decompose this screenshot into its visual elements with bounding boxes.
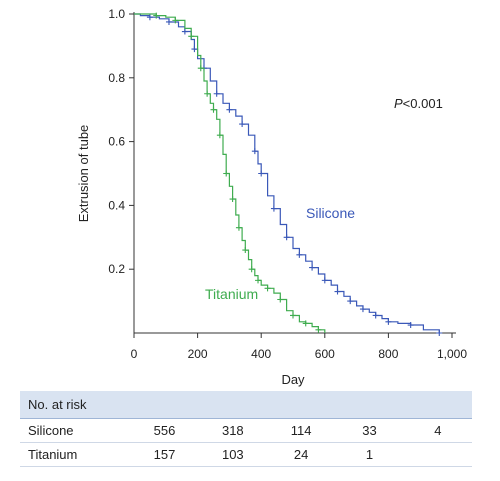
censor-mark-titanium (277, 296, 284, 303)
censor-mark-silicone (165, 18, 172, 25)
risk-table-header: No. at risk (20, 391, 472, 419)
censor-mark-titanium (223, 170, 230, 177)
censor-mark-silicone (270, 205, 277, 212)
censor-mark-silicone (321, 277, 328, 284)
censor-mark-silicone (251, 148, 258, 155)
censor-mark-silicone (181, 28, 188, 35)
y-tick-label: 0.2 (108, 262, 125, 276)
risk-cell: 4 (403, 418, 472, 443)
censor-mark-titanium (204, 90, 211, 97)
risk-cell: 103 (198, 442, 267, 467)
censor-mark-silicone (347, 298, 354, 305)
censor-mark-silicone (191, 46, 198, 53)
censor-mark-silicone (309, 264, 316, 271)
x-tick-label: 600 (315, 347, 335, 361)
y-tick-label: 0.8 (108, 71, 125, 85)
y-axis-title: Extrusion of tube (76, 125, 91, 223)
y-tick-label: 1.0 (108, 7, 125, 21)
censor-mark-silicone (334, 288, 341, 295)
censor-mark-titanium (242, 247, 249, 254)
risk-row-silicone: Silicone 556 318 114 33 4 (20, 418, 472, 443)
risk-cell: 318 (198, 418, 267, 443)
p-value-text: <0.001 (403, 96, 443, 111)
censor-mark-titanium (248, 266, 255, 273)
series-label-silicone: Silicone (306, 205, 355, 221)
censor-mark-titanium (235, 224, 242, 231)
y-tick-label: 0.6 (108, 135, 125, 149)
censor-mark-titanium (172, 17, 179, 24)
censor-mark-titanium (153, 12, 160, 19)
censor-mark-silicone (385, 318, 392, 325)
censor-mark-titanium (210, 106, 217, 113)
censor-mark-titanium (290, 312, 296, 319)
risk-cell: 1 (335, 442, 404, 467)
risk-row-label: Titanium (20, 442, 131, 467)
risk-header-label: No. at risk (20, 391, 472, 419)
x-tick-label: 200 (188, 347, 208, 361)
y-ticks: 0.2 0.4 0.6 0.8 1.0 (108, 7, 134, 276)
censor-mark-titanium (229, 196, 236, 203)
censor-mark-silicone (226, 106, 233, 113)
y-tick-label: 0.4 (108, 198, 125, 212)
censor-mark-titanium (255, 277, 262, 284)
risk-cell: 114 (266, 418, 336, 443)
p-symbol: P (394, 96, 403, 111)
series-line-titanium (134, 13, 326, 333)
series-layer (134, 12, 443, 336)
risk-cell: 24 (266, 442, 336, 467)
risk-table: No. at risk Silicone 556 318 114 33 4 Ti… (20, 391, 472, 467)
x-ticks: 0 200 400 600 800 1,000 (131, 333, 467, 361)
risk-row-label: Silicone (20, 418, 131, 443)
x-tick-label: 400 (251, 347, 271, 361)
risk-cell: 33 (335, 418, 404, 443)
risk-cell: 157 (130, 442, 199, 467)
risk-cell: 556 (130, 418, 199, 443)
censor-mark-titanium (302, 320, 309, 327)
censor-mark-titanium (197, 65, 204, 72)
series-label-titanium: Titanium (205, 286, 258, 302)
censor-mark-silicone (296, 251, 303, 258)
censor-mark-silicone (436, 330, 443, 336)
censor-mark-silicone (258, 170, 265, 177)
censor-mark-silicone (407, 322, 414, 329)
censor-mark-silicone (146, 14, 153, 21)
censor-mark-titanium (188, 33, 195, 40)
x-tick-label: 0 (131, 347, 138, 361)
axes: 0.2 0.4 0.6 0.8 1.0 0 200 400 600 800 1,000 (108, 7, 467, 361)
x-tick-label: 800 (378, 347, 398, 361)
censor-mark-silicone (239, 121, 246, 128)
censor-mark-silicone (213, 90, 220, 97)
series-line-silicone (134, 13, 440, 333)
risk-row-titanium: Titanium 157 103 24 1 (20, 442, 472, 467)
censor-mark-titanium (264, 285, 271, 292)
x-axis-title: Day (281, 372, 305, 387)
risk-cell (403, 442, 472, 467)
x-tick-label: 1,000 (437, 347, 467, 361)
censor-mark-silicone (359, 306, 366, 313)
censor-mark-titanium (216, 132, 223, 139)
censor-mark-silicone (372, 312, 379, 319)
censor-mark-titanium (315, 326, 322, 333)
p-value-annotation: P<0.001 (394, 96, 443, 111)
censor-mark-silicone (283, 234, 290, 241)
km-chart: 0.2 0.4 0.6 0.8 1.0 0 200 400 600 800 1,000 Extru… (76, 7, 467, 387)
